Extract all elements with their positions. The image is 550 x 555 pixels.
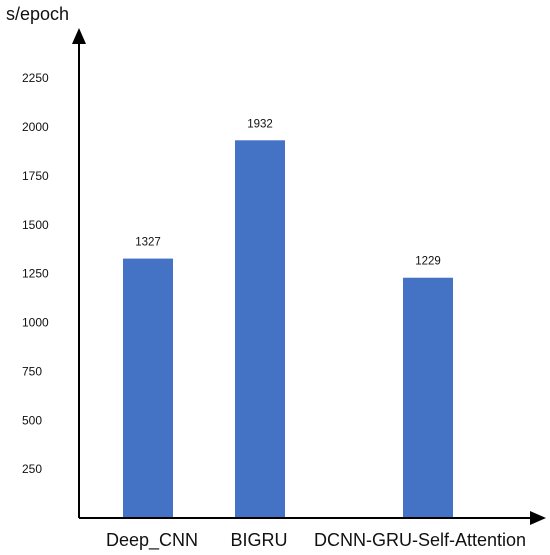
category-label: BIGRU (230, 530, 287, 550)
y-axis-arrowhead (72, 28, 86, 44)
y-tick-label: 750 (22, 364, 42, 378)
axes (72, 28, 546, 525)
y-axis-title: s/epoch (6, 4, 69, 24)
y-tick-label: 1250 (22, 267, 49, 281)
data-label: 1229 (415, 256, 441, 268)
data-label: 1932 (247, 118, 273, 130)
y-tick-labels: 250 500 750 1000 1250 1500 1750 2000 2250 (22, 71, 49, 476)
y-tick-label: 1750 (22, 169, 49, 183)
category-labels: Deep_CNN BIGRU DCNN-GRU-Self-Attention (106, 530, 526, 551)
category-label: Deep_CNN (106, 530, 198, 551)
y-tick-label: 1000 (22, 316, 49, 330)
category-label: DCNN-GRU-Self-Attention (314, 530, 526, 550)
bars (123, 140, 453, 518)
y-tick-label: 500 (22, 413, 42, 427)
data-labels: 1327 1932 1229 (135, 118, 441, 267)
y-tick-label: 2000 (22, 120, 49, 134)
y-tick-label: 2250 (22, 71, 49, 85)
y-tick-label: 1500 (22, 218, 49, 232)
y-tick-label: 250 (22, 462, 42, 476)
x-axis-arrowhead (530, 511, 546, 525)
bar (403, 277, 453, 518)
data-label: 1327 (135, 237, 161, 249)
bar (123, 258, 173, 518)
bar (235, 140, 285, 518)
